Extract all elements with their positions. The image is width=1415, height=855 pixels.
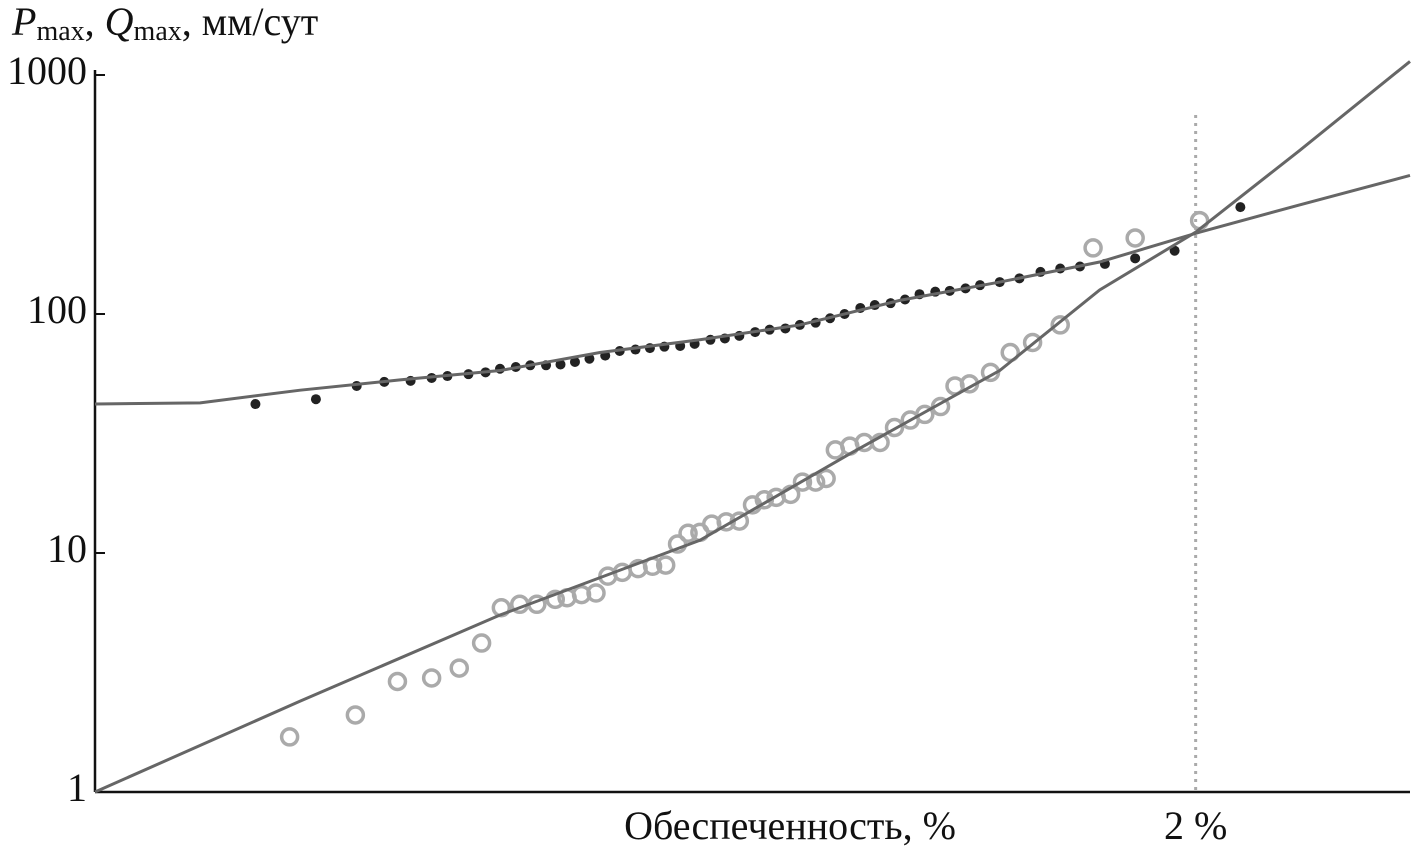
- x-tick-label: 2 %: [1164, 803, 1227, 848]
- data-point: [1169, 245, 1180, 256]
- data-point: [1083, 238, 1103, 258]
- data-point: [655, 555, 676, 575]
- y-tick-label: 10: [47, 526, 87, 571]
- y-axis-label: Pmax, Qmax, мм/сут: [11, 0, 318, 47]
- data-point: [387, 671, 408, 692]
- y-axis-label-part: max: [134, 16, 182, 47]
- fit-line: [94, 173, 1411, 406]
- data-point: [1235, 202, 1246, 213]
- data-point: [667, 534, 688, 554]
- data-point: [555, 359, 566, 370]
- data-point: [1125, 228, 1145, 248]
- y-axis-label-part: P: [11, 0, 36, 44]
- data-point: [449, 658, 470, 678]
- data-point: [345, 705, 366, 725]
- data-point: [1050, 315, 1070, 335]
- y-tick-label: 1000: [7, 48, 87, 93]
- y-axis-label-part: Q: [105, 0, 134, 44]
- data-point: [1022, 332, 1043, 353]
- data-point: [279, 727, 300, 747]
- fit-line: [94, 60, 1411, 794]
- data-point: [569, 356, 580, 367]
- data-point: [915, 404, 935, 425]
- data-point: [678, 523, 698, 543]
- x-axis-label: Обеспеченность, %: [624, 803, 956, 848]
- y-axis-label-part: ,: [85, 0, 105, 44]
- y-axis-label-part: , мм/сут: [182, 0, 318, 44]
- data-point: [471, 633, 492, 653]
- y-tick-label: 100: [27, 287, 87, 332]
- data-point: [792, 472, 813, 492]
- data-point: [586, 583, 606, 603]
- y-tick-label: 1: [67, 765, 87, 810]
- data-point: [816, 468, 836, 489]
- data-point: [310, 394, 321, 405]
- data-point: [250, 399, 261, 410]
- data-point: [545, 589, 565, 610]
- data-point: [421, 668, 442, 688]
- data-point: [884, 417, 905, 438]
- y-axis-label-part: max: [36, 16, 84, 47]
- data-point: [1130, 253, 1141, 264]
